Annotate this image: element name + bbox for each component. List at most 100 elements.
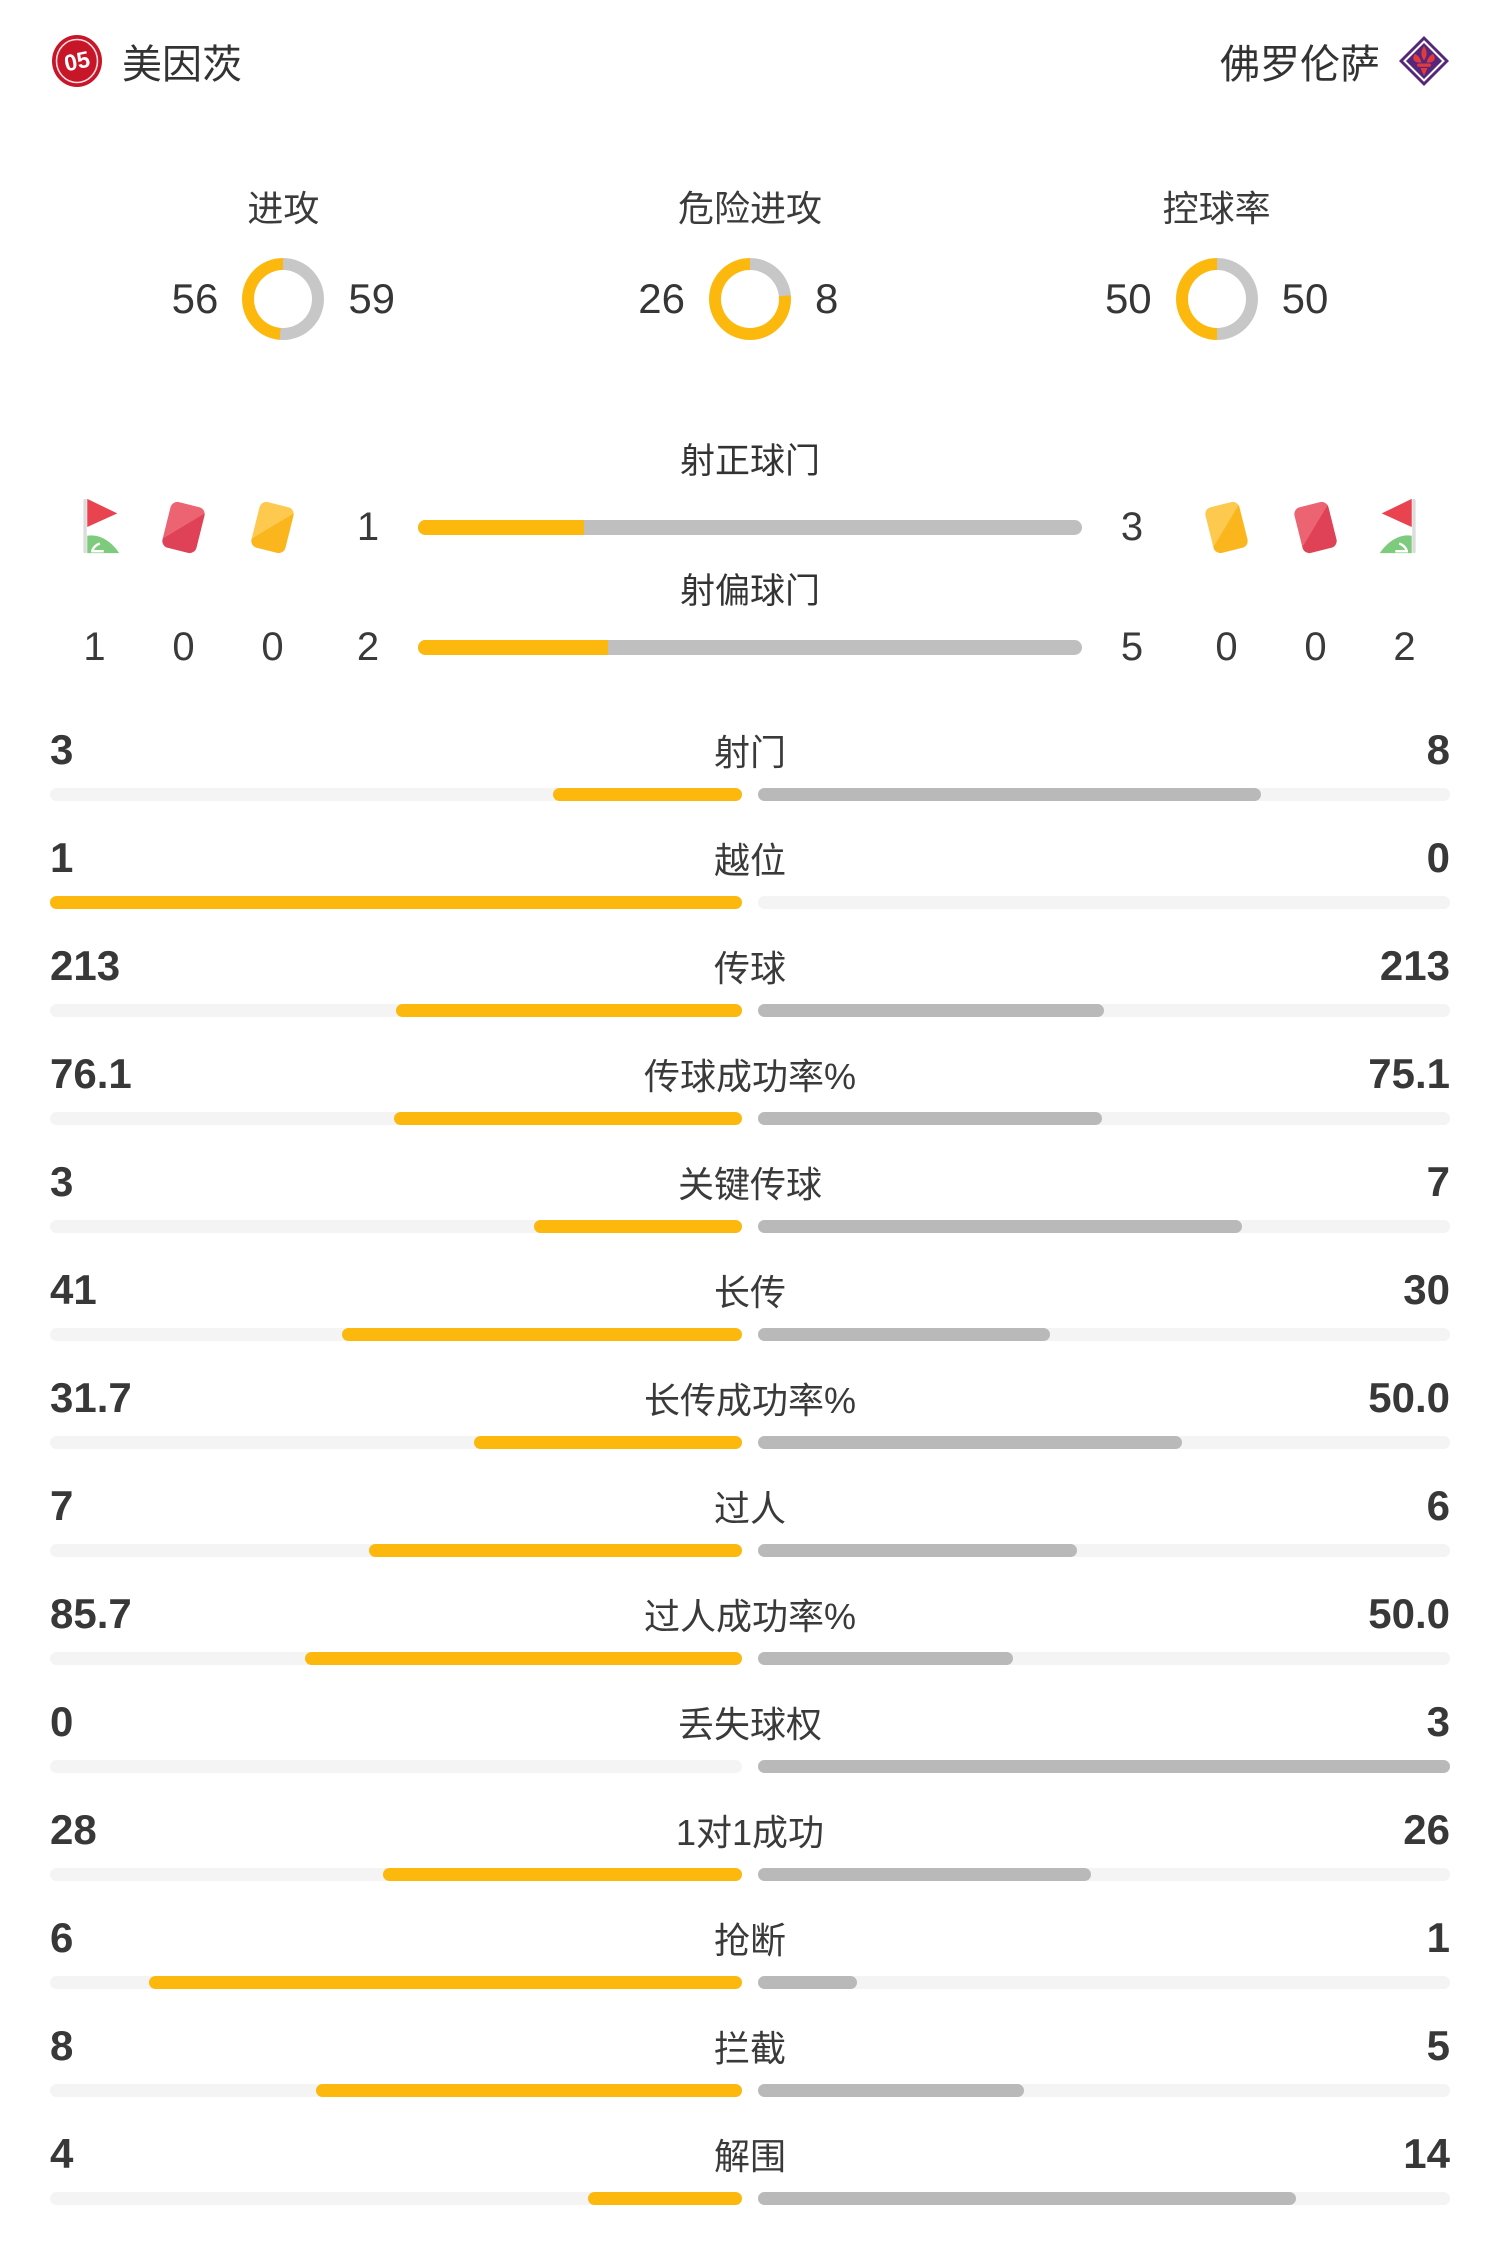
overview-donuts: 进攻 56 59 危险进攻 26 8 控球率 50 50 — [50, 186, 1450, 340]
shots-on-target-home-value: 1 — [356, 504, 380, 549]
stat-home-track — [50, 896, 742, 909]
home-team-logo: 05 — [50, 34, 104, 88]
stat-away-track — [758, 1328, 1450, 1341]
stat-away-fill — [758, 1760, 1450, 1773]
donut-metric: 进攻 56 59 — [50, 186, 517, 340]
stat-home-value: 7 — [50, 1482, 74, 1529]
stat-away-fill — [758, 2192, 1297, 2205]
stat-away-value: 213 — [1379, 942, 1450, 989]
away-discipline-icons — [1182, 488, 1450, 566]
stat-label: 长传成功率% — [643, 1380, 856, 1421]
stat-label: 越位 — [713, 840, 786, 881]
stat-home-value: 31.7 — [50, 1374, 132, 1421]
stat-label: 丢失球权 — [677, 1704, 822, 1745]
shots-on-target-away-value: 3 — [1120, 504, 1144, 549]
stat-away-fill — [758, 1004, 1104, 1017]
away-corners-count: 2 — [1393, 624, 1416, 669]
stat-away-fill — [758, 1328, 1051, 1341]
stat-home-track — [50, 1220, 742, 1233]
stat-away-fill — [758, 1112, 1102, 1125]
stat-home-fill — [393, 1112, 742, 1125]
shots-off-target-home-fill — [418, 639, 608, 655]
stat-home-value: 213 — [50, 942, 121, 989]
donut-away-value: 59 — [348, 275, 396, 322]
stat-home-track — [50, 1328, 742, 1341]
stat-label: 传球 — [713, 948, 786, 989]
stat-home-fill — [369, 1544, 742, 1557]
shots-off-target-away-value: 5 — [1120, 624, 1144, 669]
donut-home-value: 56 — [171, 275, 219, 322]
home-team: 05 美因茨 — [50, 32, 242, 90]
stat-home-track — [50, 1652, 742, 1665]
stat-home-value: 4 — [50, 2130, 74, 2177]
donut-metric-title: 控球率 — [1162, 188, 1271, 229]
stat-home-value: 1 — [50, 834, 74, 881]
stat-home-value: 76.1 — [50, 1050, 132, 1097]
donut-metric: 危险进攻 26 8 — [517, 186, 984, 340]
stat-label: 过人 — [713, 1488, 786, 1529]
stat-away-track — [758, 1436, 1450, 1449]
stat-home-value: 8 — [50, 2022, 74, 2069]
stat-away-track — [758, 1220, 1450, 1233]
shots-off-target-home-value: 2 — [356, 624, 380, 669]
stat-away-track — [758, 1544, 1450, 1557]
yellow-card-icon — [228, 488, 317, 566]
stat-away-fill — [758, 788, 1262, 801]
stat-home-fill — [383, 1868, 742, 1881]
stat-label: 抢断 — [713, 1920, 786, 1961]
stat-home-fill — [534, 1220, 742, 1233]
match-header: 05 美因茨 佛罗伦萨 — [50, 0, 1450, 90]
stat-away-fill — [758, 1976, 857, 1989]
home-team-name: 美因茨 — [122, 43, 242, 87]
yellow-card-icon — [1182, 488, 1271, 566]
donut-metric: 控球率 50 50 — [983, 186, 1450, 340]
donut-away-value: 8 — [815, 275, 839, 322]
stat-row: 7 过人 6 — [50, 1462, 1450, 1570]
stat-row: 0 丢失球权 3 — [50, 1678, 1450, 1786]
stat-home-fill — [396, 1004, 742, 1017]
stat-label: 长传 — [713, 1272, 786, 1313]
stat-home-track — [50, 2192, 742, 2205]
stat-away-track — [758, 2192, 1450, 2205]
stat-home-value: 3 — [50, 1158, 74, 1205]
stat-label: 1对1成功 — [675, 1812, 825, 1853]
shots-off-target-title: 射偏球门 — [679, 572, 820, 611]
donut-ring — [709, 258, 791, 340]
stat-away-value: 5 — [1426, 2022, 1450, 2069]
shots-on-target-title: 射正球门 — [679, 442, 820, 481]
stat-away-value: 7 — [1426, 1158, 1450, 1205]
shots-off-target-bar — [418, 639, 1082, 655]
stat-home-track — [50, 1544, 742, 1557]
stat-home-fill — [50, 896, 742, 909]
stat-home-fill — [148, 1976, 742, 1989]
stat-row: 213 传球 213 — [50, 922, 1450, 1030]
stat-row: 8 拦截 5 — [50, 2002, 1450, 2110]
stat-home-fill — [342, 1328, 742, 1341]
home-discipline-icons — [50, 488, 318, 566]
stat-home-fill — [316, 2084, 742, 2097]
stat-row: 6 抢断 1 — [50, 1894, 1450, 2002]
red-card-icon — [1271, 488, 1360, 566]
donut-home-value: 50 — [1104, 275, 1152, 322]
stat-home-value: 28 — [50, 1806, 97, 1853]
shots-section: 射正球门 1 3 — [50, 438, 1450, 678]
stat-away-value: 50.0 — [1368, 1590, 1450, 1637]
stat-home-value: 85.7 — [50, 1590, 132, 1637]
stat-row: 41 长传 30 — [50, 1246, 1450, 1354]
stat-home-track — [50, 1868, 742, 1881]
stat-home-track — [50, 2084, 742, 2097]
stat-away-value: 14 — [1403, 2130, 1450, 2177]
stat-away-value: 75.1 — [1368, 1050, 1450, 1097]
stat-row: 4 解围 14 — [50, 2110, 1450, 2218]
stat-label: 射门 — [713, 732, 786, 773]
stat-away-track — [758, 1112, 1450, 1125]
away-discipline-counts: 0 0 2 — [1182, 608, 1450, 686]
stat-row: 31.7 长传成功率% 50.0 — [50, 1354, 1450, 1462]
home-yellow-cards-count: 0 — [261, 624, 284, 669]
stat-away-track — [758, 896, 1450, 909]
red-card-icon — [139, 488, 228, 566]
away-team-name: 佛罗伦萨 — [1220, 43, 1380, 87]
stat-away-value: 6 — [1426, 1482, 1450, 1529]
stat-away-fill — [758, 1220, 1243, 1233]
